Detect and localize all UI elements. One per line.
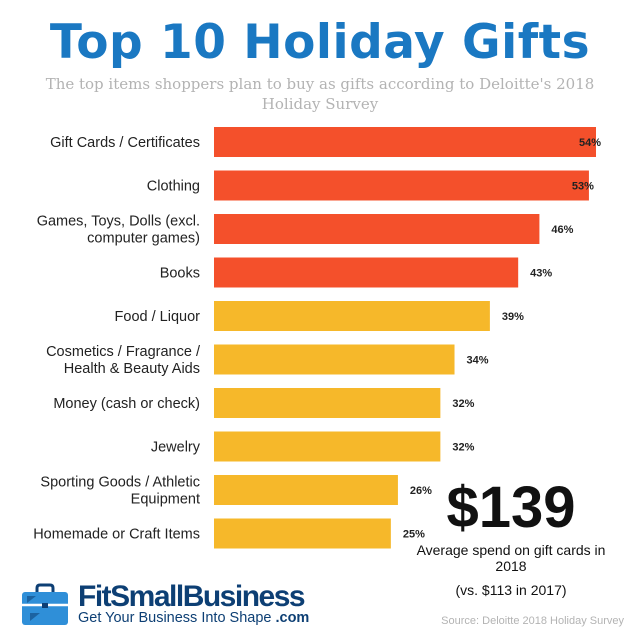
bar-9 xyxy=(214,475,398,505)
category-label-10: Homemade or Craft Items xyxy=(33,527,200,543)
value-label-6: 34% xyxy=(467,355,489,367)
brand-tld: .com xyxy=(275,610,310,626)
brand-name: FitSmallBusiness xyxy=(78,580,306,613)
bar-3 xyxy=(214,214,540,244)
category-label-8: Jewelry xyxy=(151,440,201,456)
category-labels-group: Gift Cards / Certificates Clothing Games, … xyxy=(33,135,201,543)
bar-8 xyxy=(214,431,441,462)
source-note: Source: Deloitte 2018 Holiday Survey xyxy=(441,615,624,627)
chart-title: Top 10 Holiday Gifts xyxy=(49,15,591,70)
category-label-9: Sporting Goods / Athletic Equipment xyxy=(40,475,200,508)
bar-5 xyxy=(214,301,490,331)
category-label-3: Games, Toys, Dolls (excl. computer games) xyxy=(37,214,200,247)
category-label-1: Gift Cards / Certificates xyxy=(50,135,200,151)
value-label-3: 46% xyxy=(551,224,573,236)
category-label-5: Food / Liquor xyxy=(115,309,201,325)
bar-2 xyxy=(214,170,589,201)
value-labels-group: 54% 53% 46% 43% 39% 34% 32% 32% 26% 25% xyxy=(403,137,601,541)
brand-tagline-text: Get Your Business Into Shape xyxy=(78,610,272,626)
bar-4 xyxy=(214,257,519,288)
bar-1 xyxy=(214,127,596,157)
bar-10 xyxy=(214,518,391,549)
gift-card-callout: $139 Average spend on gift cards in 2018… xyxy=(400,474,622,598)
bar-7 xyxy=(214,388,441,418)
category-label-4: Books xyxy=(160,266,200,282)
value-label-7: 32% xyxy=(452,398,474,410)
category-label-6: Cosmetics / Fragrance / Health & Beauty A… xyxy=(46,344,201,377)
value-label-2: 53% xyxy=(572,181,594,193)
category-label-2: Clothing xyxy=(147,179,200,195)
value-label-10: 25% xyxy=(403,529,425,541)
category-label-7: Money (cash or check) xyxy=(53,396,200,412)
value-label-8: 32% xyxy=(452,442,474,454)
callout-amount: $139 xyxy=(446,475,576,540)
bar-6 xyxy=(214,344,455,375)
value-label-1: 54% xyxy=(579,137,601,149)
value-label-9: 26% xyxy=(410,485,432,497)
bars-group xyxy=(214,127,596,549)
value-label-4: 43% xyxy=(530,268,552,280)
callout-compare: (vs. $113 in 2017) xyxy=(455,582,567,598)
briefcase-icon xyxy=(22,583,68,625)
chart-subtitle: The top items shoppers plan to buy as gi… xyxy=(45,75,595,113)
callout-text: Average spend on gift cards in 2018 xyxy=(416,542,606,574)
value-label-5: 39% xyxy=(502,311,524,323)
fitsmallbusiness-logo: FitSmallBusiness Get Your Business Into … xyxy=(20,580,320,627)
brand-tagline: Get Your Business Into Shape .com xyxy=(78,610,309,626)
